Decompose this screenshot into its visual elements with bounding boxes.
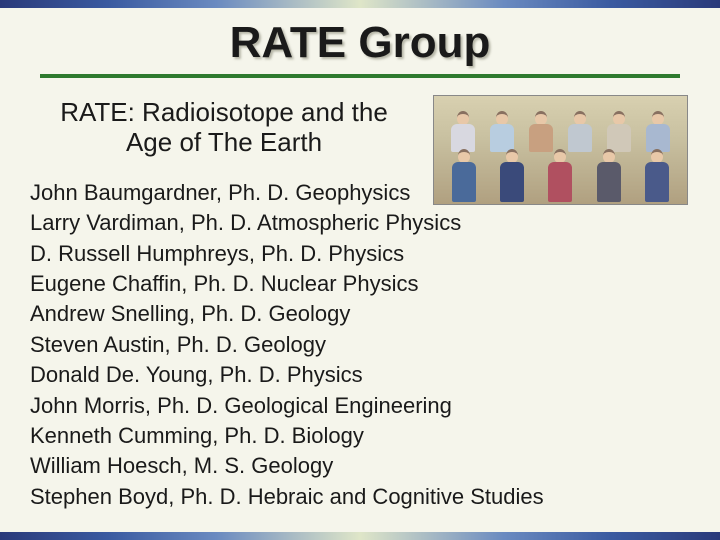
member-line: Andrew Snelling, Ph. D. Geology xyxy=(30,299,690,329)
bottom-gradient-bar xyxy=(0,532,720,540)
member-line: John Baumgardner, Ph. D. Geophysics xyxy=(30,178,690,208)
member-line: Larry Vardiman, Ph. D. Atmospheric Physi… xyxy=(30,208,690,238)
member-line: Eugene Chaffin, Ph. D. Nuclear Physics xyxy=(30,269,690,299)
member-line: Stephen Boyd, Ph. D. Hebraic and Cogniti… xyxy=(30,482,690,512)
member-line: Kenneth Cumming, Ph. D. Biology xyxy=(30,421,690,451)
top-gradient-bar xyxy=(0,0,720,8)
title-underline xyxy=(40,74,680,78)
slide: RATE Group RATE: Radioisotope and the Ag… xyxy=(0,0,720,540)
slide-subtitle: RATE: Radioisotope and the Age of The Ea… xyxy=(44,98,404,158)
member-line: William Hoesch, M. S. Geology xyxy=(30,451,690,481)
members-list: John Baumgardner, Ph. D. GeophysicsLarry… xyxy=(30,178,690,512)
slide-title: RATE Group xyxy=(0,18,720,68)
member-line: John Morris, Ph. D. Geological Engineeri… xyxy=(30,391,690,421)
member-line: D. Russell Humphreys, Ph. D. Physics xyxy=(30,239,690,269)
member-line: Donald De. Young, Ph. D. Physics xyxy=(30,360,690,390)
member-line: Steven Austin, Ph. D. Geology xyxy=(30,330,690,360)
